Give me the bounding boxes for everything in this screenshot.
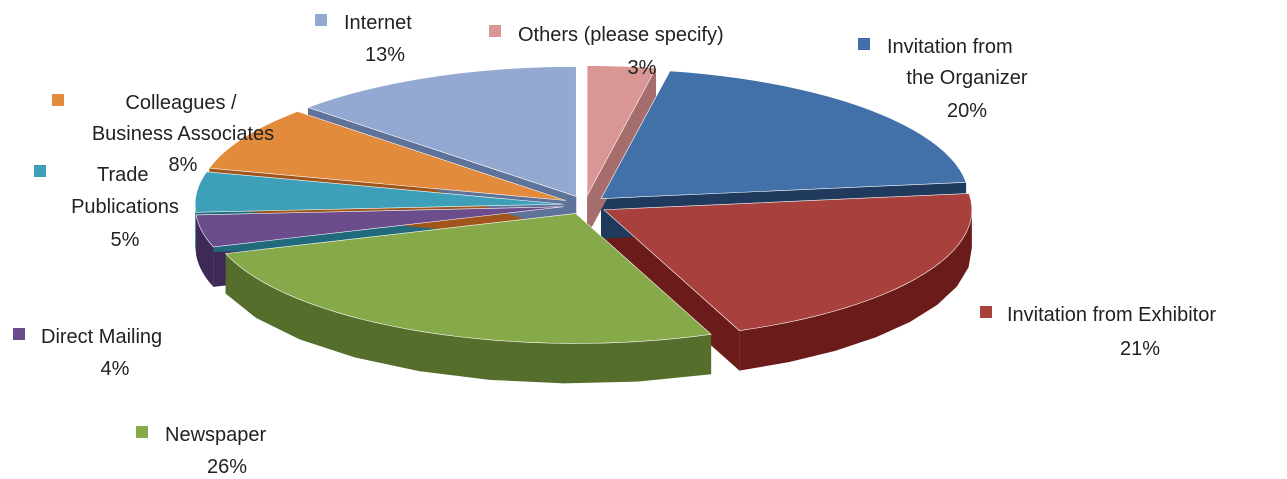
slice-invitation-organizer bbox=[600, 70, 967, 199]
label-others: Others (please specify) 3% bbox=[489, 24, 724, 79]
legend-swatch-internet bbox=[315, 14, 327, 26]
slice-trade-publications bbox=[194, 171, 564, 213]
slice-label-trade-publications-line1: Trade bbox=[97, 164, 149, 186]
slice-label-internet: Internet bbox=[344, 12, 412, 34]
slice-others bbox=[586, 65, 657, 196]
legend-swatch-invitation-exhibitor bbox=[980, 306, 992, 318]
slice-label-colleagues-line2: Business Associates bbox=[92, 123, 274, 145]
slice-label-trade-publications-line2: Publications bbox=[71, 196, 179, 218]
slice-side-trade-publications bbox=[195, 202, 196, 253]
slice-label-direct-mailing: Direct Mailing bbox=[41, 326, 162, 348]
slice-invitation-exhibitor bbox=[603, 193, 973, 331]
legend-swatch-colleagues bbox=[52, 94, 64, 106]
slice-side-direct-mailing bbox=[196, 214, 214, 287]
slice-label-invitation-organizer-line1: Invitation from bbox=[887, 36, 1013, 58]
slice-value-invitation-exhibitor: 21% bbox=[1120, 338, 1160, 360]
legend-swatch-trade-publications bbox=[34, 165, 46, 177]
label-trade-publications: Trade Publications 5% bbox=[34, 164, 179, 251]
label-invitation-organizer: Invitation from the Organizer 20% bbox=[858, 36, 1028, 122]
legend-swatch-direct-mailing bbox=[13, 328, 25, 340]
slice-value-direct-mailing: 4% bbox=[101, 358, 130, 380]
slice-value-internet: 13% bbox=[365, 44, 405, 66]
label-invitation-exhibitor: Invitation from Exhibitor 21% bbox=[980, 304, 1216, 360]
slice-label-colleagues-line1: Colleagues / bbox=[125, 92, 237, 114]
slice-value-trade-publications: 5% bbox=[111, 229, 140, 251]
legend-swatch-invitation-organizer bbox=[858, 38, 870, 50]
slice-colleagues bbox=[208, 111, 566, 201]
pie-labels: Others (please specify) 3% Invitation fr… bbox=[13, 12, 1216, 478]
slice-direct-mailing bbox=[195, 206, 564, 248]
slice-side-newspaper bbox=[225, 253, 712, 384]
label-internet: Internet 13% bbox=[315, 12, 412, 66]
slice-newspaper bbox=[224, 213, 712, 344]
legend-swatch-newspaper bbox=[136, 426, 148, 438]
pie-slices bbox=[194, 65, 973, 384]
slice-label-invitation-organizer-line2: the Organizer bbox=[906, 67, 1028, 89]
slice-value-invitation-organizer: 20% bbox=[947, 100, 987, 122]
slice-label-others: Others (please specify) bbox=[518, 24, 724, 46]
slice-label-newspaper: Newspaper bbox=[165, 424, 267, 446]
slice-side-invitation-exhibitor bbox=[739, 207, 972, 371]
slice-label-invitation-exhibitor: Invitation from Exhibitor bbox=[1007, 304, 1216, 326]
label-direct-mailing: Direct Mailing 4% bbox=[13, 326, 162, 380]
legend-swatch-others bbox=[489, 25, 501, 37]
slice-value-newspaper: 26% bbox=[207, 456, 247, 478]
slice-internet bbox=[307, 66, 577, 197]
slice-value-others: 3% bbox=[628, 57, 657, 79]
label-colleagues: Colleagues / Business Associates 8% bbox=[52, 92, 274, 176]
label-newspaper: Newspaper 26% bbox=[136, 424, 267, 478]
slice-value-colleagues: 8% bbox=[169, 154, 198, 176]
